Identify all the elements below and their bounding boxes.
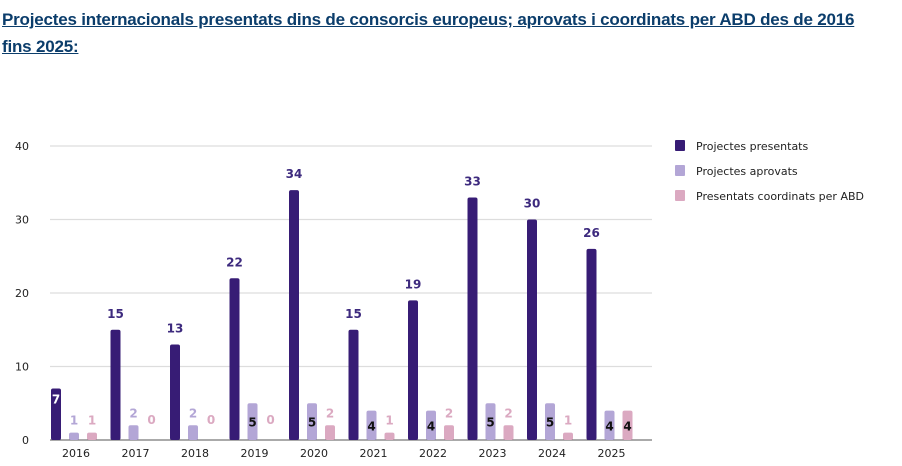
data-label: 4 <box>367 419 375 433</box>
data-label: 0 <box>266 413 274 427</box>
bar-projectes-aprovats-2017 <box>128 425 139 440</box>
data-label: 5 <box>546 416 554 430</box>
bar-projectes-aprovats-2024 <box>545 403 555 440</box>
data-label: 4 <box>427 419 435 433</box>
x-tick-label: 2023 <box>479 447 507 460</box>
bar-presentats-coordinats-per-abd-2023 <box>503 425 514 440</box>
legend: Projectes presentats Projectes aprovats Pr… <box>675 140 864 203</box>
bar-presentats-coordinats-per-abd-2022 <box>444 425 454 440</box>
data-label: 4 <box>623 419 631 433</box>
data-label: 0 <box>207 413 215 427</box>
bar-projectes-presentats-2022 <box>408 300 418 440</box>
legend-swatch <box>675 165 685 176</box>
bar-projectes-aprovats-2025 <box>604 410 615 440</box>
x-tick-label: 2016 <box>62 447 90 460</box>
bar-projectes-aprovats-2021 <box>366 410 377 440</box>
bar-presentats-coordinats-per-abd-2024 <box>563 432 573 440</box>
data-label: 1 <box>385 414 393 428</box>
bar-projectes-presentats-2018 <box>170 344 180 440</box>
x-tick-label: 2017 <box>122 447 150 460</box>
data-label: 1 <box>70 414 78 428</box>
legend-label: Presentats coordinats per ABD <box>696 190 864 203</box>
bar-projectes-presentats-2025 <box>586 248 597 440</box>
data-label: 19 <box>405 277 422 291</box>
bar-projectes-aprovats-2019 <box>247 403 258 440</box>
data-label: 2 <box>189 406 197 420</box>
bar-presentats-coordinats-per-abd-2020 <box>325 425 335 440</box>
legend-label: Projectes aprovats <box>696 165 798 178</box>
data-label: 2 <box>445 406 453 420</box>
x-tick-label: 2019 <box>241 447 269 460</box>
data-label: 7 <box>52 393 60 407</box>
data-label: 2 <box>326 406 334 420</box>
legend-label: Projectes presentats <box>696 140 808 153</box>
data-label: 33 <box>464 174 481 188</box>
x-axis-ticks: 2016 2017 2018 2019 2020 2021 2022 2023 2024 2025 <box>62 447 626 460</box>
y-tick-label: 10 <box>15 361 29 374</box>
y-tick-label: 30 <box>15 214 29 227</box>
x-tick-label: 2024 <box>538 447 566 460</box>
y-tick-label: 0 <box>22 434 29 447</box>
bar-projectes-presentats-2019 <box>229 278 240 440</box>
data-label: 34 <box>286 167 303 181</box>
bar-projectes-aprovats-2020 <box>307 403 317 440</box>
bar-presentats-coordinats-per-abd-2016 <box>87 432 97 440</box>
bar-projectes-aprovats-2018 <box>188 425 198 440</box>
bar-projectes-aprovats-2023 <box>485 403 496 440</box>
data-label: 26 <box>583 226 600 240</box>
y-tick-label: 20 <box>15 287 29 300</box>
legend-swatch <box>675 140 685 151</box>
x-tick-label: 2021 <box>360 447 388 460</box>
bar-presentats-coordinats-per-abd-2021 <box>384 432 395 440</box>
legend-swatch <box>675 190 685 201</box>
data-label: 13 <box>167 321 184 335</box>
data-label: 15 <box>345 307 362 321</box>
data-label: 4 <box>605 419 613 433</box>
bar-projectes-presentats-2023 <box>467 197 478 440</box>
bar-projectes-presentats-2024 <box>527 219 537 440</box>
x-tick-label: 2020 <box>300 447 328 460</box>
data-label: 22 <box>226 255 243 269</box>
data-label: 30 <box>524 197 541 211</box>
data-label: 5 <box>486 416 494 430</box>
data-label: 1 <box>88 414 96 428</box>
page-title: Projectes internacionals presentats dins… <box>2 10 855 56</box>
bar-projectes-presentats-2016 <box>51 388 61 440</box>
bar-presentats-coordinats-per-abd-2025 <box>622 410 633 440</box>
data-label: 15 <box>107 307 124 321</box>
data-label: 5 <box>308 416 316 430</box>
bar-projectes-presentats-2021 <box>348 329 359 440</box>
y-tick-label: 40 <box>15 140 29 153</box>
data-label: 1 <box>564 414 572 428</box>
bar-projectes-aprovats-2022 <box>426 410 436 440</box>
bars <box>51 190 633 440</box>
x-tick-label: 2025 <box>598 447 626 460</box>
data-label: 2 <box>504 406 512 420</box>
bar-projectes-presentats-2017 <box>110 329 121 440</box>
x-tick-label: 2022 <box>419 447 447 460</box>
bar-projectes-aprovats-2016 <box>69 432 79 440</box>
y-axis-ticks: 0 10 20 30 40 <box>15 140 29 447</box>
data-label: 0 <box>147 413 155 427</box>
bar-projectes-presentats-2020 <box>289 190 299 440</box>
data-label: 5 <box>248 416 256 430</box>
x-tick-label: 2018 <box>181 447 209 460</box>
data-label: 2 <box>129 406 137 420</box>
